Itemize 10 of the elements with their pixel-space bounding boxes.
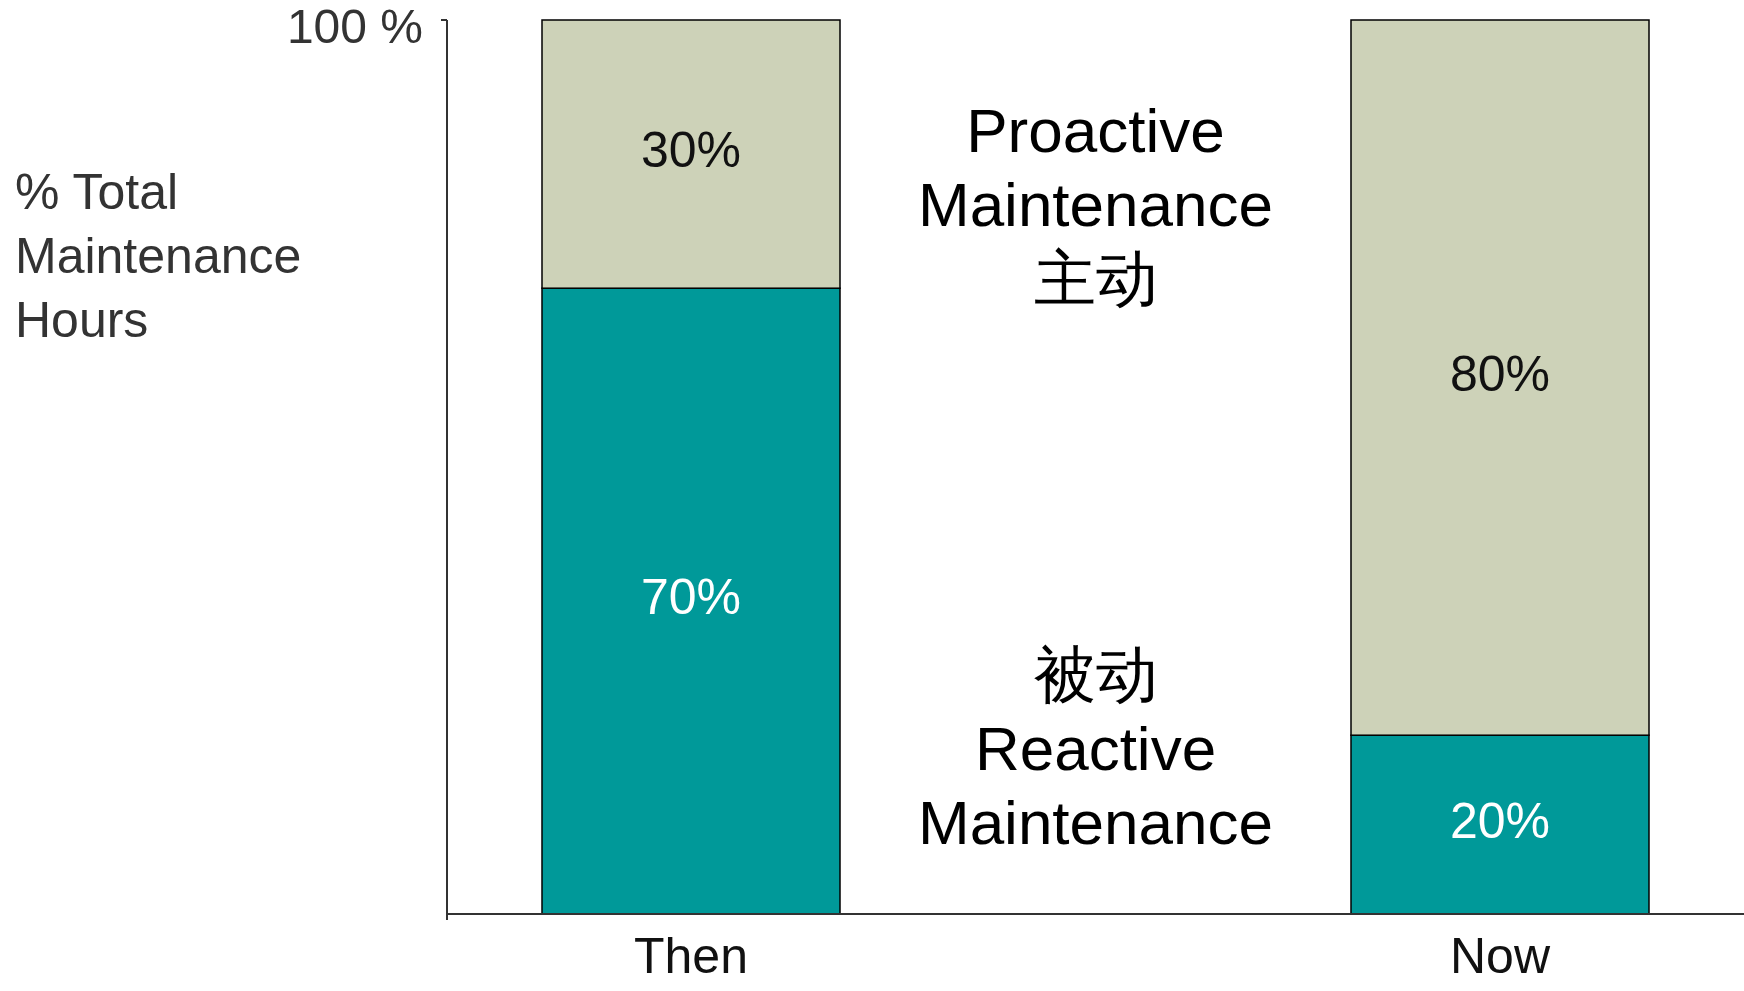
series-label: Proactive Maintenance 主动 <box>917 96 1274 314</box>
data-label: 20% <box>1449 792 1551 849</box>
data-label: 80% <box>1449 345 1551 402</box>
data-label: 30% <box>640 122 742 179</box>
y-tick-label: 100 % <box>286 0 423 53</box>
x-tick-label: Then <box>634 928 748 985</box>
data-label: 70% <box>640 569 742 626</box>
series-label: 被动 Reactive Maintenance <box>917 640 1274 858</box>
y-axis-title: % Total Maintenance Hours <box>15 164 302 349</box>
x-tick-label: Now <box>1449 928 1551 985</box>
